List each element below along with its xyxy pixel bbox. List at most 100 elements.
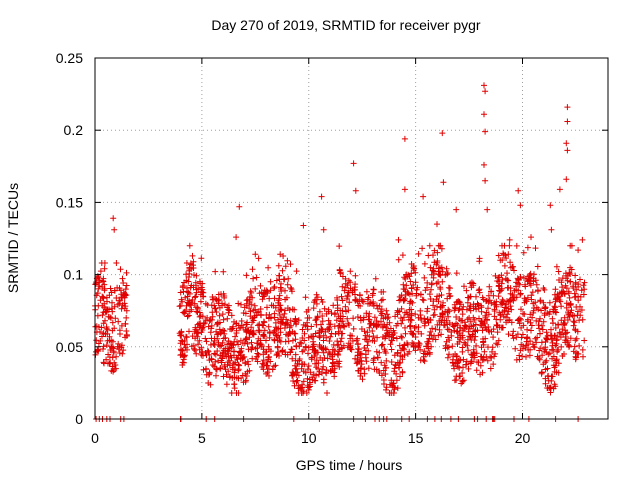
- data-point: [177, 289, 184, 296]
- data-point: [191, 300, 198, 307]
- data-point: [243, 373, 250, 379]
- data-point: [197, 320, 204, 327]
- data-point: [338, 318, 345, 325]
- data-point: [214, 319, 221, 326]
- data-point: [559, 290, 566, 297]
- data-point: [103, 325, 110, 332]
- data-point: [424, 343, 431, 350]
- data-point: [401, 186, 408, 193]
- data-point: [453, 314, 460, 320]
- data-point: [402, 330, 409, 337]
- data-point: [242, 377, 249, 384]
- data-point: [262, 349, 269, 356]
- y-tick-label: 0.25: [56, 50, 83, 66]
- data-point: [249, 294, 256, 301]
- data-point: [123, 269, 130, 276]
- data-point: [328, 330, 335, 337]
- data-point: [489, 348, 495, 355]
- data-point: [473, 306, 480, 313]
- data-point: [267, 287, 274, 294]
- data-point: [413, 292, 420, 299]
- data-point: [209, 362, 216, 368]
- data-point: [454, 298, 461, 305]
- data-point: [572, 272, 579, 279]
- data-point: [313, 300, 320, 307]
- data-point: [467, 318, 474, 325]
- data-point: [392, 313, 399, 320]
- data-point: [104, 298, 110, 305]
- data-point: [383, 307, 390, 314]
- data-point: [571, 313, 578, 319]
- data-point: [448, 332, 455, 339]
- data-point: [186, 267, 193, 274]
- data-point: [516, 281, 523, 288]
- data-point: [116, 285, 123, 292]
- data-point: [420, 297, 427, 304]
- data-point: [276, 312, 283, 318]
- data-point: [188, 343, 195, 350]
- data-point: [244, 319, 251, 326]
- data-point: [370, 322, 377, 329]
- data-point: [329, 359, 336, 366]
- data-point: [282, 263, 289, 270]
- data-point: [384, 327, 391, 334]
- data-point: [398, 292, 405, 299]
- data-point: [511, 267, 517, 274]
- data-point: [417, 346, 424, 353]
- data-point: [580, 291, 587, 298]
- data-point: [421, 260, 428, 267]
- data-point: [539, 326, 546, 333]
- data-point: [238, 301, 244, 308]
- data-point: [388, 359, 395, 365]
- data-point: [106, 292, 113, 299]
- data-point: [415, 339, 422, 346]
- data-point: [219, 311, 226, 318]
- data-point: [549, 373, 556, 380]
- data-point: [299, 381, 306, 388]
- data-point: [491, 308, 498, 314]
- data-point: [293, 320, 300, 326]
- data-point: [370, 333, 377, 340]
- data-point: [490, 361, 497, 368]
- y-tick-label: 0.2: [64, 122, 84, 138]
- data-point: [463, 361, 470, 368]
- data-point: [185, 289, 192, 296]
- data-point: [459, 344, 466, 351]
- data-point: [185, 274, 192, 280]
- data-point: [108, 343, 115, 350]
- data-point: [365, 294, 372, 301]
- data-point: [192, 279, 199, 286]
- data-point: [564, 118, 571, 125]
- data-point: [233, 374, 240, 381]
- data-point: [510, 328, 517, 335]
- data-point: [548, 326, 554, 333]
- data-point: [233, 234, 240, 241]
- data-point: [424, 316, 431, 323]
- data-point: [293, 268, 300, 275]
- data-point: [530, 278, 537, 285]
- data-point: [178, 332, 185, 338]
- data-point: [355, 367, 362, 374]
- data-point: [358, 350, 365, 357]
- data-point: [261, 327, 268, 334]
- data-point: [294, 377, 301, 384]
- data-point: [306, 314, 313, 321]
- data-point: [186, 242, 193, 249]
- data-point: [228, 312, 235, 319]
- data-point: [198, 284, 205, 291]
- data-point: [407, 298, 414, 305]
- plot-frame: [94, 57, 609, 420]
- data-point: [259, 322, 266, 329]
- data-point: [577, 303, 583, 310]
- data-point: [402, 275, 409, 282]
- data-point: [543, 357, 550, 364]
- data-point: [331, 373, 338, 380]
- data-point: [573, 335, 580, 342]
- data-point: [184, 293, 191, 300]
- data-point: [244, 340, 251, 347]
- data-point: [204, 347, 211, 354]
- data-point: [553, 337, 560, 344]
- data-point: [523, 338, 530, 345]
- data-point: [224, 341, 231, 348]
- data-point: [564, 147, 571, 154]
